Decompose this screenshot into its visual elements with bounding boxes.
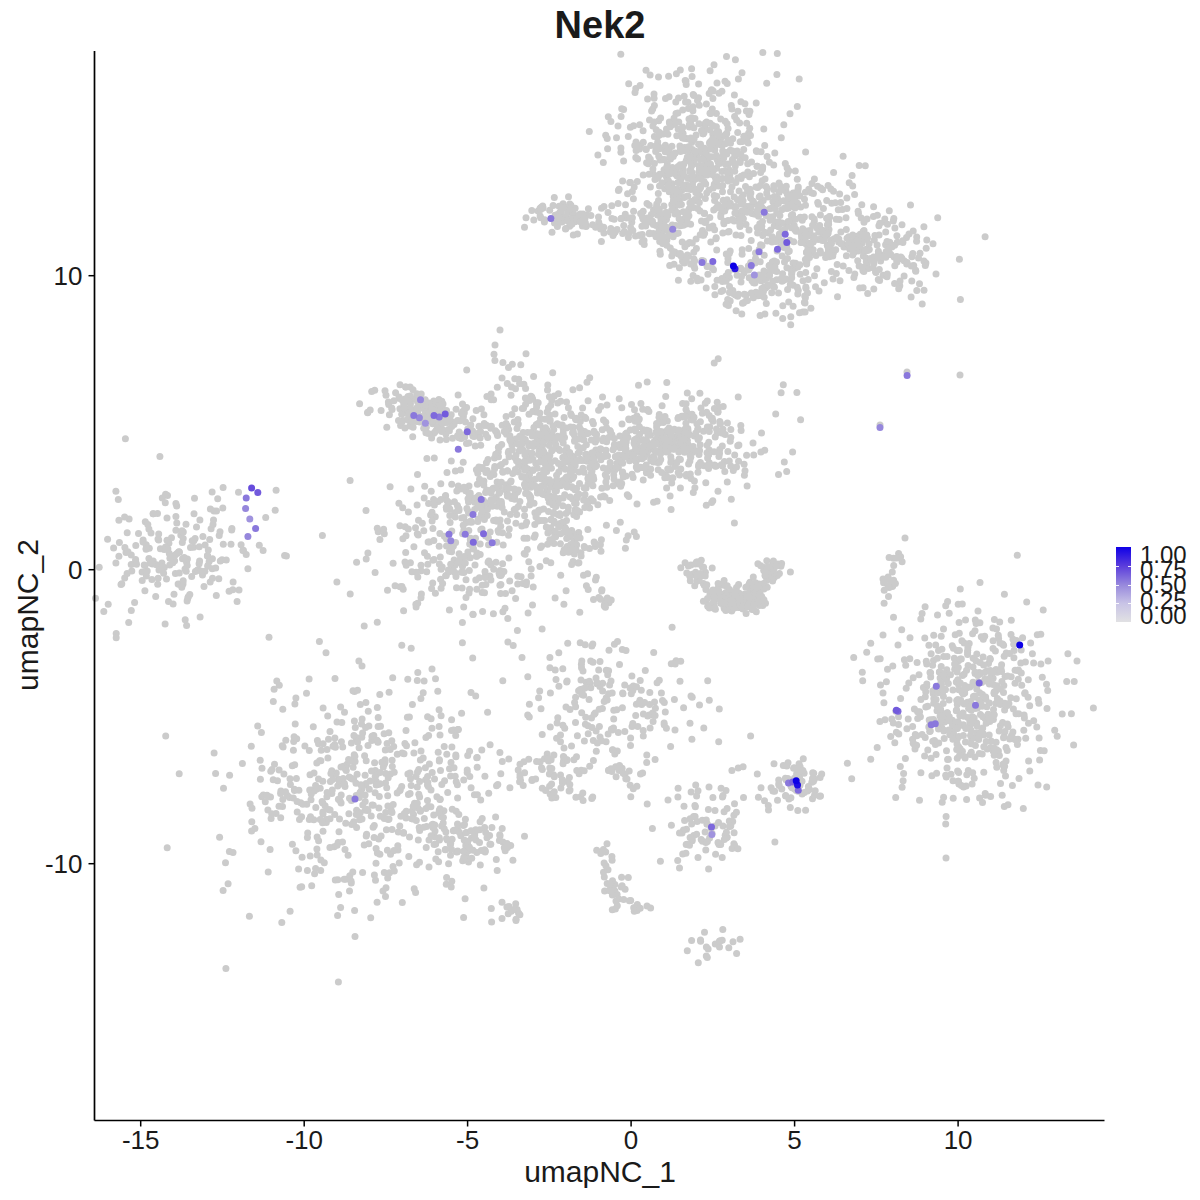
svg-text:10: 10	[54, 261, 83, 291]
svg-text:-10: -10	[285, 1125, 323, 1155]
svg-text:-15: -15	[122, 1125, 160, 1155]
svg-text:5: 5	[787, 1125, 801, 1155]
svg-text:10: 10	[944, 1125, 973, 1155]
svg-text:-10: -10	[45, 849, 83, 879]
svg-text:0: 0	[68, 555, 82, 585]
svg-text:0: 0	[624, 1125, 638, 1155]
svg-text:-5: -5	[456, 1125, 479, 1155]
